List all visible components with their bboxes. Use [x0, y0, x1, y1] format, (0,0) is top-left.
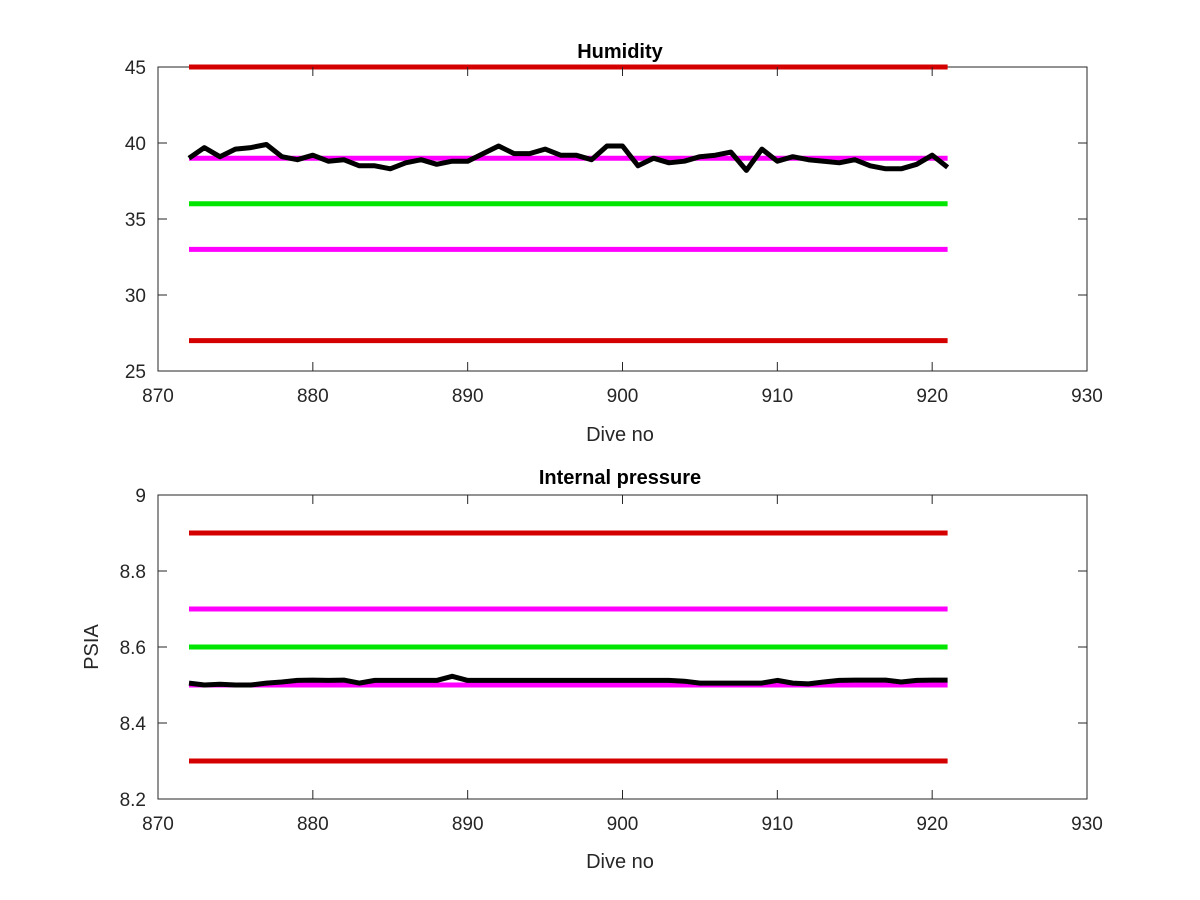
measurement-line — [187, 142, 950, 173]
y-tick-label: 8.2 — [120, 790, 146, 811]
measurement-line — [188, 673, 948, 688]
y-tick-label: 30 — [125, 286, 146, 307]
y-tick-label: 9 — [135, 486, 146, 507]
x-axis-label: Dive no — [586, 851, 654, 873]
x-tick-label: 880 — [297, 814, 329, 835]
y-tick-label: 35 — [125, 210, 146, 231]
y-tick-label: 8.6 — [120, 638, 146, 659]
y-axis-label: PSIA — [81, 624, 103, 670]
chart-title: Internal pressure — [539, 467, 701, 489]
internal-pressure-chart: Internal pressure Dive no PSIA 870 880 890… — [81, 467, 1103, 873]
x-tick-label: 910 — [761, 814, 793, 835]
x-tick-label: 880 — [297, 386, 329, 407]
x-tick-label: 920 — [916, 386, 948, 407]
y-tick-label: 45 — [125, 58, 146, 79]
plot-area — [157, 66, 1088, 372]
y-tick-label: 8.8 — [120, 562, 146, 583]
humidity-chart: Humidity Dive no 870 880 890 900 910 920 930 25… — [125, 41, 1103, 446]
x-tick-label: 890 — [452, 386, 484, 407]
x-tick-label: 910 — [761, 386, 793, 407]
x-tick-label: 930 — [1071, 386, 1103, 407]
x-axis-label: Dive no — [586, 424, 654, 446]
chart-title: Humidity — [577, 41, 663, 63]
y-tick-label: 25 — [125, 362, 146, 383]
x-tick-label: 890 — [452, 814, 484, 835]
x-tick-label: 900 — [607, 814, 639, 835]
y-tick-label: 40 — [125, 134, 146, 155]
x-tick-label: 870 — [142, 814, 174, 835]
y-tick-label: 8.4 — [120, 714, 147, 735]
x-tick-label: 900 — [607, 386, 639, 407]
x-tick-label: 930 — [1071, 814, 1103, 835]
x-tick-label: 870 — [142, 386, 174, 407]
x-tick-label: 920 — [916, 814, 948, 835]
